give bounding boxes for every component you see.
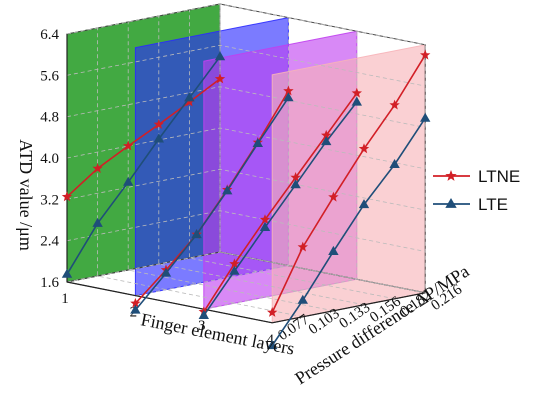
z-axis-label: ATD value /μm [16, 139, 36, 251]
data-point-star [123, 140, 134, 151]
layer-gridline [66, 4, 221, 283]
series-line [134, 97, 290, 311]
pressure-gridline [97, 28, 303, 318]
data-point-triangle [252, 138, 263, 147]
data-point-star [297, 241, 308, 252]
layer-gridline [203, 31, 358, 310]
data-point-triangle [267, 340, 278, 350]
data-point-triangle [321, 136, 332, 146]
z-tick-label: 3.2 [40, 192, 59, 208]
data-point-star [389, 99, 400, 110]
legend-item-lte: LTE [433, 195, 508, 214]
x-tick-label: 1 [61, 291, 69, 307]
series-line [203, 92, 358, 313]
data-point-triangle [358, 199, 370, 209]
data-point-star [214, 73, 226, 84]
series-lte [61, 51, 431, 350]
data-point-triangle [222, 185, 233, 195]
data-point-star [259, 214, 271, 225]
z-tick-label: 4.0 [40, 151, 59, 167]
z-gridline [66, 127, 426, 170]
data-point-triangle [92, 217, 103, 227]
series-line [66, 78, 221, 198]
data-point-star [321, 129, 332, 140]
data-point-triangle [328, 245, 339, 255]
layer-planes [66, 3, 426, 324]
data-point-triangle [389, 159, 400, 168]
series-ltne [61, 49, 431, 317]
data-point-triangle [229, 265, 240, 275]
z-tick-label: 4.8 [40, 110, 59, 126]
x-tick-label: 3 [198, 318, 206, 334]
data-point-triangle [130, 304, 141, 314]
layer-gridline [135, 17, 289, 296]
series-line [66, 56, 221, 275]
data-point-star [130, 297, 141, 308]
x-tick-label: 4 [266, 332, 274, 348]
data-point-star [61, 191, 73, 202]
series-line [203, 101, 358, 316]
legend-label: LTNE [478, 167, 520, 186]
data-point-star [283, 85, 294, 96]
data-point-star [290, 172, 301, 182]
data-point-triangle [445, 198, 457, 208]
z-tick-label: 6.4 [40, 27, 59, 43]
legend: LTNE LTE [433, 167, 520, 214]
data-point-star [445, 170, 457, 181]
data-point-triangle [420, 112, 431, 122]
data-point-triangle [259, 221, 271, 231]
data-point-triangle [290, 179, 301, 189]
data-point-triangle [283, 92, 294, 102]
data-point-triangle [297, 294, 308, 304]
y-axis-line [272, 292, 426, 324]
data-point-triangle [153, 133, 164, 143]
z-tick-label: 2.4 [40, 234, 59, 250]
axes-frame: 1.62.43.24.04.85.66.412340.0770.1030.133… [40, 3, 466, 348]
data-point-triangle [61, 268, 73, 278]
series-line [271, 117, 426, 346]
data-point-triangle [214, 51, 226, 61]
data-point-triangle [123, 176, 134, 186]
data-point-star [153, 119, 164, 129]
data-point-triangle [160, 267, 172, 277]
data-point-star [229, 258, 240, 269]
data-point-triangle [351, 96, 362, 106]
series-line [271, 54, 426, 313]
data-point-triangle [184, 92, 195, 102]
pressure-gridline [158, 16, 365, 306]
legend-label: LTE [478, 195, 508, 214]
pressure-gridline [219, 4, 426, 294]
data-point-star [358, 143, 370, 154]
data-point-star [92, 163, 103, 173]
data-point-star [420, 49, 431, 60]
data-point-star [328, 191, 339, 202]
legend-item-ltne: LTNE [433, 167, 520, 186]
data-series [61, 49, 431, 350]
z-tick-label: 1.6 [40, 275, 59, 291]
z-tick-label: 5.6 [40, 68, 59, 84]
data-point-triangle [198, 309, 209, 319]
data-point-triangle [191, 229, 202, 239]
data-point-star [267, 307, 278, 317]
pressure-gridline [127, 22, 334, 312]
data-point-star [351, 87, 362, 98]
x-axis-line [66, 281, 273, 324]
data-point-star [184, 96, 195, 107]
